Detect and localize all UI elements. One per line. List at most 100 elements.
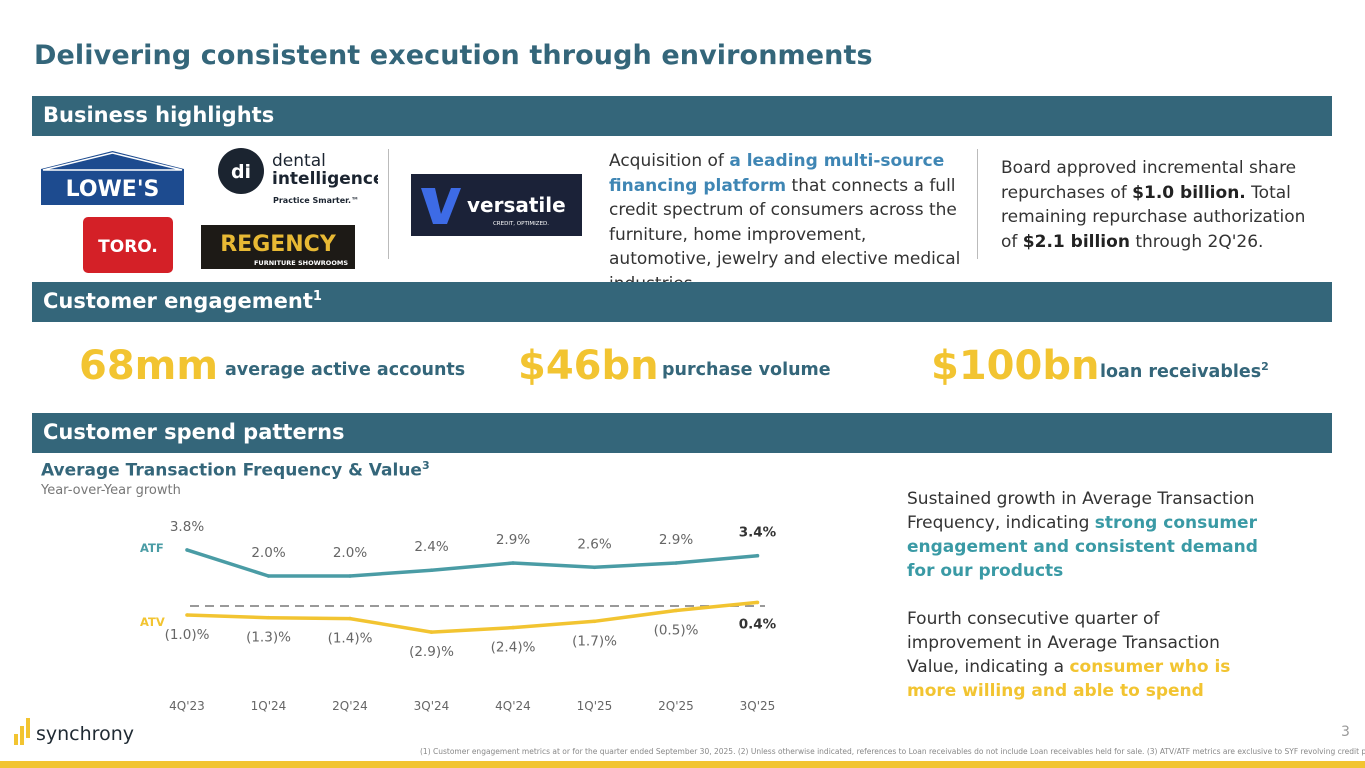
chart-title: Average Transaction Frequency & Value3 [41,459,430,481]
buyback-remaining: $2.1 billion [1022,231,1130,252]
data-label: 3.8% [170,519,204,535]
buyback-p3: through 2Q'26. [1129,231,1264,252]
atv-commentary-highlight: consumer who is more willing and able to… [907,657,1231,701]
series-label-atv: ATV [140,615,165,629]
data-point-atf [674,561,678,565]
business-highlights-header: Business highlights [32,96,1332,136]
data-point-atv [429,630,434,634]
acquisition-pre: Acquisition of [609,151,730,171]
data-label: 2.0% [333,545,367,561]
x-tick-label: 2Q'24 [332,699,368,713]
customer-spend-header: Customer spend patterns [32,413,1332,453]
data-label: (1.0)% [165,627,210,643]
data-label: (2.9)% [409,644,454,660]
x-tick-label: 2Q'25 [658,699,694,713]
metric-loan-receivables-label: loan receivables2 [1100,360,1269,382]
synchrony-logo: synchrony [14,718,144,748]
customer-engagement-sup: 1 [312,289,322,304]
toro-logo-text: TORO. [98,237,158,257]
metric-active-accounts-value: 68mm [79,343,219,389]
dental-tagline: Practice Smarter.™ [273,196,359,205]
regency-logo-text: REGENCY [220,232,337,257]
data-label: 2.0% [251,545,285,561]
data-label: 0.4% [739,616,777,632]
versatile-logo-text: versatile [467,193,566,217]
data-point-atf [266,574,271,578]
divider [388,149,389,259]
chart-title-sup: 3 [421,459,430,472]
versatile-logo: versatile CREDIT, OPTIMIZED. [411,174,582,236]
synchrony-mark-icon [14,734,18,745]
metric-purchase-volume-label: purchase volume [662,360,831,380]
data-point-atf [348,574,352,578]
data-point-atf [429,568,434,572]
x-tick-label: 3Q'25 [740,699,776,713]
data-point-atf [592,565,597,570]
series-line-atv [186,600,758,634]
data-point-atv [592,619,597,624]
data-label: 2.6% [577,536,611,552]
data-point-atv [348,616,352,621]
data-point-atf [511,561,515,565]
dental-line1: dental [272,151,326,171]
chart-title-text: Average Transaction Frequency & Value [41,460,422,481]
data-point-atv [674,608,678,613]
lowes-logo: LOWE'S [41,151,184,205]
toro-logo: TORO. [83,217,173,273]
x-tick-label: 1Q'25 [577,699,613,713]
metric-active-accounts-label: average active accounts [225,360,466,380]
synchrony-wordmark: synchrony [36,723,134,745]
customer-spend-label: Customer spend patterns [43,420,345,444]
page-number: 3 [1341,724,1350,740]
dental-badge-text: di [231,161,251,183]
customer-engagement-header: Customer engagement1 [32,282,1332,322]
page-title: Delivering consistent execution through … [34,40,873,71]
data-point-atv [266,615,271,620]
metric-purchase-volume-value: $46bn [518,343,659,389]
series-line-atf [186,548,758,578]
data-label: 2.9% [659,532,693,548]
data-point-atv [185,613,189,617]
data-label: (2.4)% [491,640,536,656]
business-highlights-label: Business highlights [43,103,275,127]
data-label: (1.3)% [246,630,291,646]
divider [977,149,978,259]
acquisition-text: Acquisition of a leading multi-source fi… [609,149,969,296]
x-tick-label: 4Q'23 [169,699,205,713]
series-label-atf: ATF [140,541,164,555]
customer-engagement-label: Customer engagement [43,289,313,313]
x-tick-label: 4Q'24 [495,699,531,713]
x-tick-label: 1Q'24 [251,699,287,713]
metric-loan-receivables-value: $100bn [931,343,1100,389]
loan-receivables-sup: 2 [1261,360,1269,373]
buyback-p2: Total remaining repurchase authorization… [1001,182,1306,252]
data-label: 2.4% [414,539,448,555]
data-label: (1.7)% [572,633,617,649]
data-label: (0.5)% [654,623,699,639]
chart-subtitle: Year-over-Year growth [41,483,181,498]
regency-logo: REGENCY FURNITURE SHOWROOMS [201,225,355,269]
buyback-p1: Board approved incremental share repurch… [1001,158,1297,203]
data-point-atf [185,548,189,552]
lowes-logo-text: LOWE'S [66,177,160,202]
bottom-accent-bar [0,761,1365,768]
atf-commentary: Sustained growth in Average Transaction … [907,487,1267,583]
data-label: (1.4)% [328,631,373,647]
regency-sub-text: FURNITURE SHOWROOMS [254,259,348,267]
data-point-atf [755,553,760,558]
versatile-sub-text: CREDIT, OPTIMIZED. [493,221,549,227]
atv-commentary: Fourth consecutive quarter of improvemen… [907,607,1267,703]
versatile-mark-icon [421,188,461,224]
data-label: 2.9% [496,532,530,548]
atf-commentary-highlight: strong consumer engagement and consisten… [907,513,1258,581]
atv-commentary-text: Fourth consecutive quarter of improvemen… [907,609,1220,677]
x-tick-label: 3Q'24 [414,699,450,713]
buyback-amount: $1.0 billion. [1132,182,1246,203]
data-point-atv [511,625,515,630]
dental-line2: intelligence [272,169,378,189]
atf-commentary-text: Sustained growth in Average Transaction … [907,489,1255,533]
acquisition-highlight: a leading multi-source financing platfor… [609,151,945,196]
data-point-atv [755,600,760,605]
footnote: (1) Customer engagement metrics at or fo… [420,747,1365,756]
